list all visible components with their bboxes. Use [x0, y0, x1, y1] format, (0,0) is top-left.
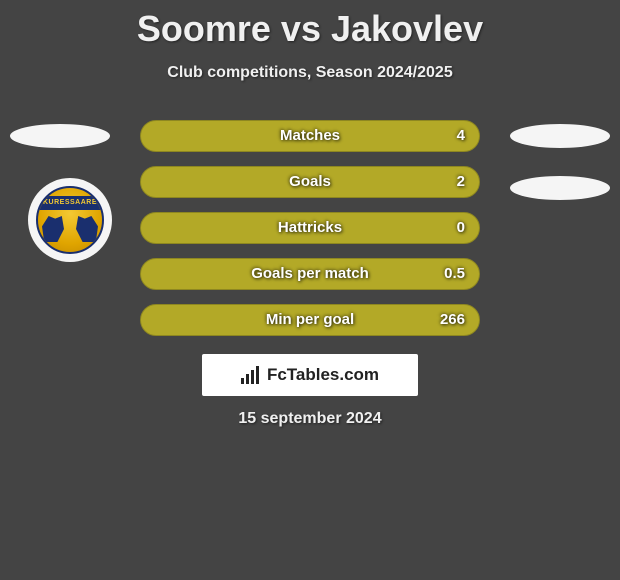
stat-bars: Matches 4 Goals 2 Hattricks 0 Goals per … [140, 120, 480, 350]
page-title: Soomre vs Jakovlev [0, 0, 620, 50]
stat-bar-hattricks: Hattricks 0 [140, 212, 480, 244]
player-left-oval [10, 124, 110, 148]
stat-label: Matches [141, 127, 479, 144]
stat-label: Hattricks [141, 219, 479, 236]
brand-box: FcTables.com [202, 354, 418, 396]
stat-bar-matches: Matches 4 [140, 120, 480, 152]
stat-value: 4 [457, 127, 465, 144]
stat-value: 0.5 [444, 265, 465, 282]
brand-chart-icon [241, 366, 263, 384]
stat-bar-goals-per-match: Goals per match 0.5 [140, 258, 480, 290]
stat-value: 266 [440, 311, 465, 328]
stat-label: Goals [141, 173, 479, 190]
brand-text: FcTables.com [267, 365, 379, 385]
stat-label: Goals per match [141, 265, 479, 282]
date-label: 15 september 2024 [0, 410, 620, 428]
page-subtitle: Club competitions, Season 2024/2025 [0, 64, 620, 82]
stat-value: 0 [457, 219, 465, 236]
stat-value: 2 [457, 173, 465, 190]
player-right-oval [510, 124, 610, 148]
club-badge-icon: KURESSAARE [36, 186, 104, 254]
club-badge-text: KURESSAARE [38, 196, 102, 210]
club-badge-right-oval [510, 176, 610, 200]
club-badge-left: KURESSAARE [28, 178, 112, 262]
stat-bar-goals: Goals 2 [140, 166, 480, 198]
stat-bar-min-per-goal: Min per goal 266 [140, 304, 480, 336]
griffin-right-icon [76, 216, 98, 242]
griffin-left-icon [42, 216, 64, 242]
stat-label: Min per goal [141, 311, 479, 328]
